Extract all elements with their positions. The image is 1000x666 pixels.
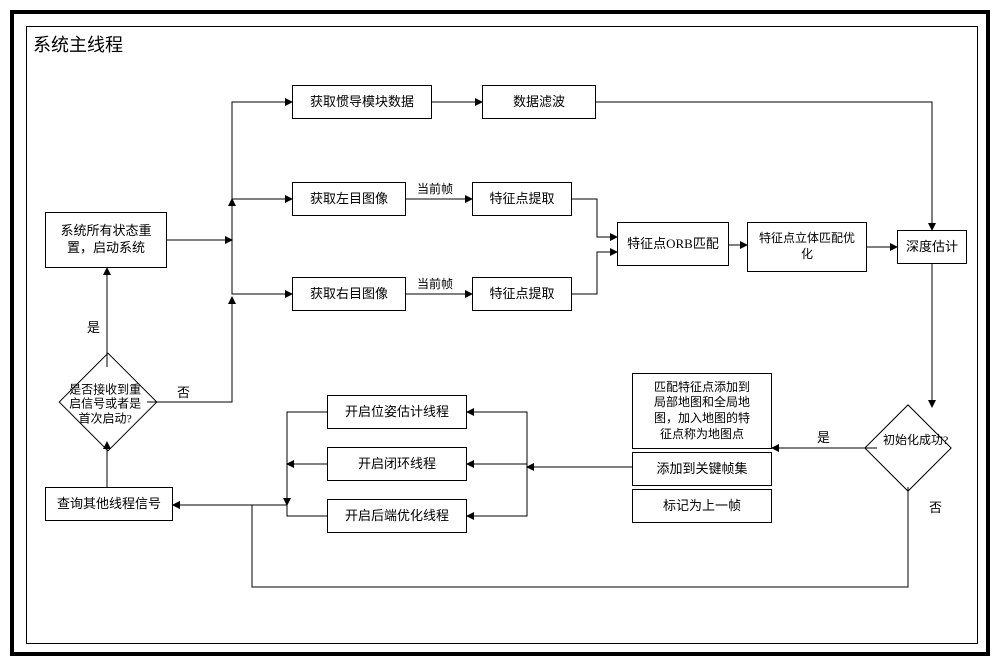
node-imu-text: 获取惯导模块数据: [310, 94, 414, 111]
label-no1: 否: [177, 382, 190, 401]
label-yes2: 是: [817, 427, 830, 446]
node-stereo-opt: 特征点立体匹配优化: [747, 222, 867, 272]
node-query-text: 查询其他线程信号: [57, 496, 161, 513]
node-addmap: 匹配特征点添加到局部地图和全局地图，加入地图的特征点称为地图点: [632, 373, 772, 449]
flow-arrows: [27, 27, 979, 645]
outer-frame: 系统主线程 系统所有状态重置，启动系统 是否接收到重启信号或者是首次启动? 查询…: [10, 10, 990, 656]
node-initok-text: 初始化成功?: [874, 433, 958, 447]
node-backend-text: 开启后端优化线程: [345, 508, 449, 525]
node-right-image: 获取右目图像: [292, 277, 406, 311]
label-cur1: 当前帧: [417, 180, 453, 197]
node-depth: 深度估计: [897, 230, 967, 264]
flowchart-canvas: 系统主线程 系统所有状态重置，启动系统 是否接收到重启信号或者是首次启动? 查询…: [26, 26, 978, 644]
node-loop-thread: 开启闭环线程: [327, 447, 467, 481]
label-no2: 否: [929, 497, 942, 516]
node-reset: 系统所有状态重置，启动系统: [45, 212, 167, 268]
node-imu: 获取惯导模块数据: [292, 85, 432, 119]
node-filter-text: 数据滤波: [513, 94, 565, 111]
node-addkey-text: 添加到关键帧集: [656, 461, 747, 478]
node-loop-text: 开启闭环线程: [358, 456, 436, 473]
node-left-text: 获取左目图像: [310, 191, 388, 208]
node-pose-text: 开启位姿估计线程: [345, 404, 449, 421]
label-cur2: 当前帧: [417, 275, 453, 292]
node-left-image: 获取左目图像: [292, 182, 406, 216]
node-right-text: 获取右目图像: [310, 286, 388, 303]
node-orb-match: 特征点ORB匹配: [617, 222, 729, 266]
node-restart-text: 是否接收到重启信号或者是首次启动?: [58, 383, 153, 426]
node-feat-right: 特征点提取: [472, 277, 572, 311]
label-yes1: 是: [87, 317, 100, 336]
node-mark-text: 标记为上一帧: [663, 498, 741, 515]
node-filter: 数据滤波: [482, 85, 596, 119]
node-depth-text: 深度估计: [906, 239, 958, 256]
node-addmap-text: 匹配特征点添加到局部地图和全局地图，加入地图的特征点称为地图点: [654, 380, 750, 442]
node-reset-text: 系统所有状态重置，启动系统: [60, 223, 151, 257]
node-restart-decision: 是否接收到重启信号或者是首次启动?: [59, 353, 158, 452]
node-query: 查询其他线程信号: [45, 487, 173, 521]
node-pose-thread: 开启位姿估计线程: [327, 395, 467, 429]
node-init-decision: 初始化成功?: [864, 404, 952, 492]
node-orb-text: 特征点ORB匹配: [627, 236, 719, 253]
node-backend-thread: 开启后端优化线程: [327, 499, 467, 533]
node-stereo-text: 特征点立体匹配优化: [759, 231, 855, 262]
node-mark: 标记为上一帧: [632, 489, 772, 523]
node-featR-text: 特征点提取: [489, 286, 554, 303]
diagram-title: 系统主线程: [33, 31, 123, 57]
node-addkey: 添加到关键帧集: [632, 452, 772, 486]
node-feat-left: 特征点提取: [472, 182, 572, 216]
node-featL-text: 特征点提取: [489, 191, 554, 208]
